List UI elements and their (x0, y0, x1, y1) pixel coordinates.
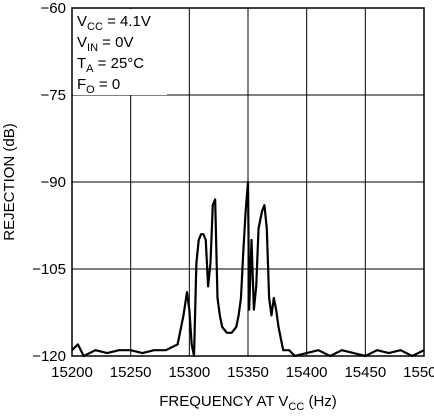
annotation-sub: IN (87, 42, 98, 54)
annotation-sub: CC (87, 21, 103, 33)
annotation-main: V (77, 13, 87, 30)
x-tick-label: 15200 (51, 364, 93, 381)
x-tick-label: 15300 (168, 364, 210, 381)
x-tick-label: 15400 (286, 364, 328, 381)
y-tick-label: −60 (41, 0, 66, 17)
annotation-sub: O (86, 84, 95, 96)
data-line (71, 180, 425, 358)
y-tick-label: −105 (32, 261, 66, 278)
x-axis-label-sub: CC (288, 401, 304, 413)
annotation: VCC = 4.1V (77, 13, 151, 33)
annotation-rest: = 4.1V (103, 13, 151, 30)
y-axis-label: REJECTION (dB) (1, 123, 18, 241)
annotation: VIN = 0V (77, 34, 133, 54)
x-tick-label: 15500 (403, 364, 434, 381)
annotation-main: F (77, 76, 86, 93)
annotation: FO = 0 (77, 76, 120, 96)
annotation: TA = 25°C (77, 55, 144, 75)
annotation-sub: A (86, 63, 94, 75)
x-tick-label: 15350 (227, 364, 269, 381)
annotation-main: T (77, 55, 86, 72)
annotation-rest: = 25°C (94, 55, 145, 72)
x-axis-label-rest: (Hz) (304, 393, 337, 410)
annotation-rest: = 0 (95, 76, 120, 93)
plot-frame (71, 7, 425, 357)
annotation-rest: = 0V (98, 34, 133, 51)
y-tick-label: −75 (41, 87, 66, 104)
x-tick-label: 15250 (110, 364, 152, 381)
y-tick-label: −120 (32, 348, 66, 365)
x-axis-label-main: FREQUENCY AT V (159, 393, 288, 410)
x-axis-label: FREQUENCY AT VCC (Hz) (159, 393, 337, 413)
annotation-box (73, 9, 167, 95)
annotation-main: V (77, 34, 87, 51)
y-tick-label: −90 (41, 174, 66, 191)
x-tick-label: 15450 (344, 364, 386, 381)
